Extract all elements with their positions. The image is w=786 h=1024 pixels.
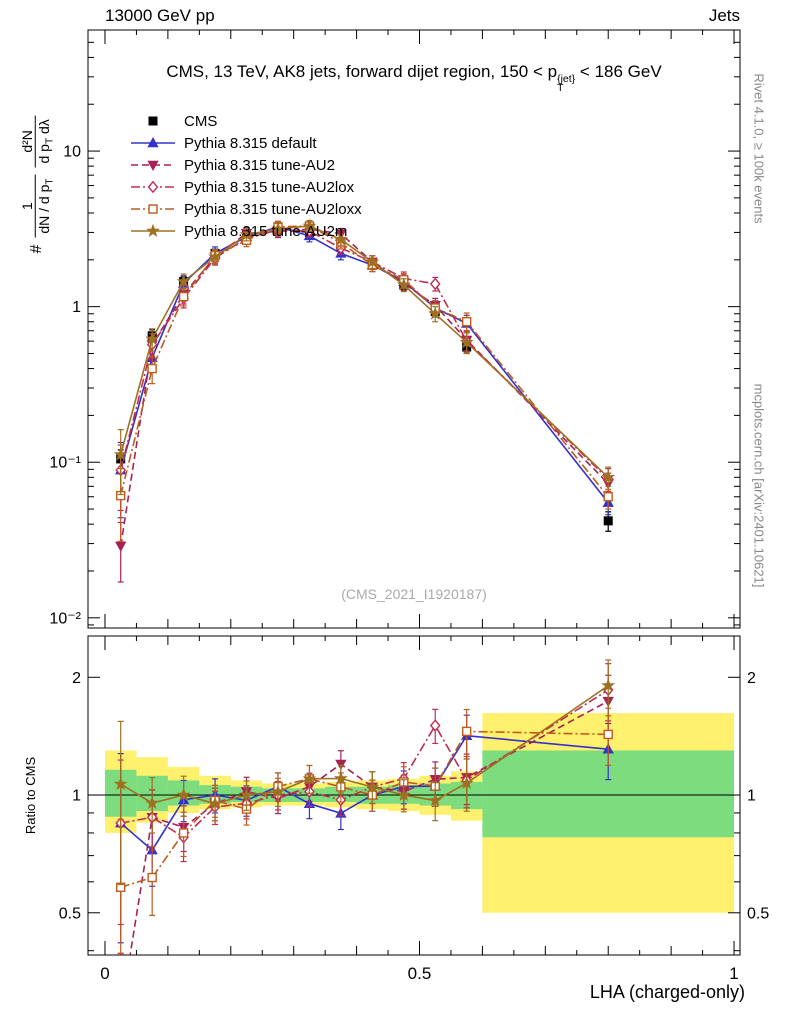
legend-marker: [131, 160, 175, 172]
svg-text:10⁻²: 10⁻²: [49, 610, 81, 627]
analysis-group-label: Jets: [708, 6, 740, 25]
mcplots-citation-label: mcplots.cern.ch [arXiv:2401.10621]: [751, 383, 767, 587]
svg-text:2: 2: [747, 670, 756, 687]
rivet-version-label: Rivet 4.1.0, ≥ 100k events: [751, 73, 767, 224]
plot-title: CMS, 13 TeV, AK8 jets, forward dijet reg…: [88, 62, 740, 93]
hash-symbol: #: [27, 244, 45, 254]
legend-item: Pythia 8.315 tune-AU2lox: [130, 176, 362, 198]
legend-label: Pythia 8.315 tune-AU2: [184, 156, 335, 174]
svg-text:1: 1: [747, 788, 756, 805]
analysis-id-watermark: (CMS_2021_I1920187): [341, 586, 487, 602]
legend-label: Pythia 8.315 tune-AU2lox: [184, 178, 355, 196]
legend-marker: [131, 136, 175, 148]
fraction-2: d²N d pT dλ: [18, 114, 55, 168]
legend-item: Pythia 8.315 tune-AU2loxx: [130, 198, 362, 220]
legend-item: Pythia 8.315 tune-AU2: [130, 154, 362, 176]
legend-item: Pythia 8.315 default: [130, 132, 362, 154]
svg-text:1: 1: [72, 788, 81, 805]
legend-marker: [131, 180, 175, 194]
plot-title-text: CMS, 13 TeV, AK8 jets, forward dijet reg…: [166, 62, 558, 81]
legend-label: Pythia 8.315 default: [184, 134, 317, 152]
svg-text:2: 2: [72, 670, 81, 687]
plot-title-text-end: < 186 GeV: [579, 62, 662, 81]
main-y-axis-label: # 1 dN / d pT d²N d pT dλ: [2, 34, 72, 334]
legend-label: Pythia 8.315 tune-AU2m: [184, 222, 348, 240]
legend-marker: [148, 116, 158, 126]
svg-text:10: 10: [63, 144, 81, 161]
legend-marker: [131, 204, 175, 214]
legend-label: CMS: [184, 112, 218, 130]
legend-item: CMS: [130, 110, 362, 132]
ratio-y-axis-label: Ratio to CMS: [23, 756, 39, 834]
svg-text:10⁻¹: 10⁻¹: [49, 455, 81, 472]
svg-text:1: 1: [729, 964, 738, 983]
pt-jet-supsub: {jet} T: [557, 73, 576, 94]
legend-marker: [131, 223, 175, 237]
fraction-1: 1 dN / d pT: [18, 174, 55, 238]
x-axis-label: LHA (charged-only): [589, 982, 745, 1002]
svg-text:0.5: 0.5: [747, 905, 769, 922]
legend: CMS Pythia 8.315 default Pythia 8.315 tune…: [130, 110, 362, 242]
svg-text:0.5: 0.5: [408, 964, 432, 983]
svg-text:0.5: 0.5: [59, 905, 81, 922]
svg-text:0: 0: [100, 964, 109, 983]
beam-energy-label: 13000 GeV pp: [105, 6, 215, 25]
legend-item: Pythia 8.315 tune-AU2m: [130, 220, 362, 242]
legend-label: Pythia 8.315 tune-AU2loxx: [184, 200, 362, 218]
svg-text:1: 1: [72, 299, 81, 316]
